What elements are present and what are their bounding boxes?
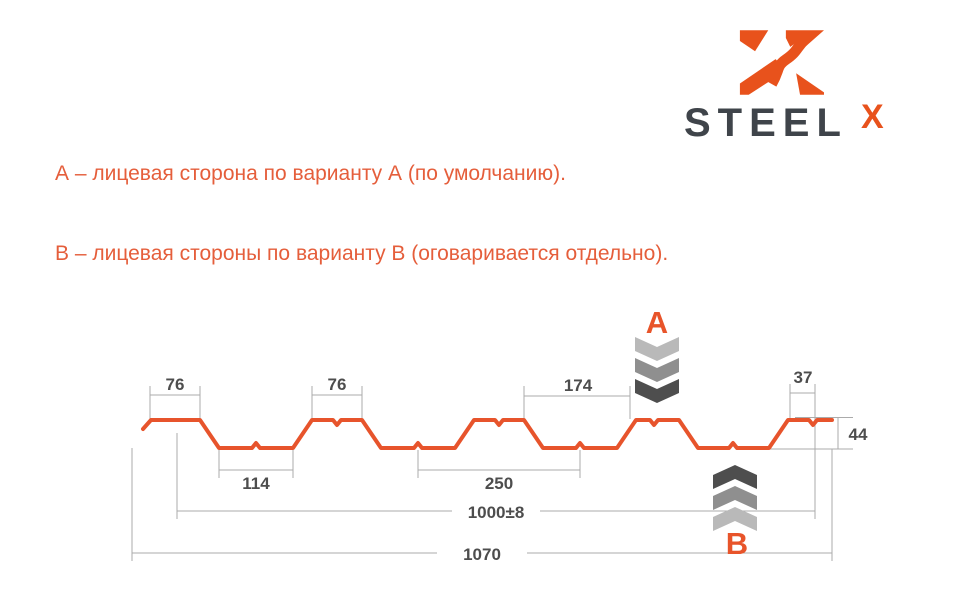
- chevron-up-icon: [713, 486, 757, 510]
- logo-superscript-x: X: [861, 98, 884, 136]
- logo-bottom-right-wedge: [796, 73, 824, 95]
- dim-edge-crest: 37: [794, 368, 813, 387]
- dim-cover-width: 1000±8: [468, 503, 525, 522]
- dim-pitch: 250: [485, 474, 513, 493]
- chevron-down-icon: [635, 358, 679, 382]
- logo-bottom-left-arm: [739, 59, 782, 95]
- dimension-lines: [131, 384, 853, 561]
- chevron-up-icon: [713, 507, 757, 531]
- dim-crest1: 76: [166, 375, 185, 394]
- sheet-profile-line: [141, 418, 834, 450]
- face-b-label: B: [726, 526, 748, 561]
- dimension-labels: 76 76 174 37 44 114 250 1000±8 1070: [166, 368, 868, 564]
- dim-overall-width: 1070: [463, 545, 501, 564]
- note-variant-b: В – лицевая стороны по варианту В (огова…: [55, 242, 669, 265]
- logo-top-left-wedge: [739, 30, 769, 52]
- steelx-logo-icon: [736, 30, 824, 95]
- dim-valley: 114: [242, 474, 270, 493]
- face-a-marker: A: [635, 305, 679, 403]
- chevron-up-icon: [713, 465, 757, 489]
- logo-wordmark: STEEL: [684, 101, 848, 145]
- dim-height: 44: [849, 425, 868, 444]
- chevron-down-icon: [635, 337, 679, 361]
- chevron-down-icon: [635, 379, 679, 403]
- dim-crest2: 76: [328, 375, 347, 394]
- face-b-marker: B: [713, 465, 757, 561]
- note-variant-a: А – лицевая сторона по варианту А (по ум…: [55, 162, 566, 185]
- dim-crest-gap: 174: [564, 376, 593, 395]
- face-a-label: A: [646, 305, 668, 340]
